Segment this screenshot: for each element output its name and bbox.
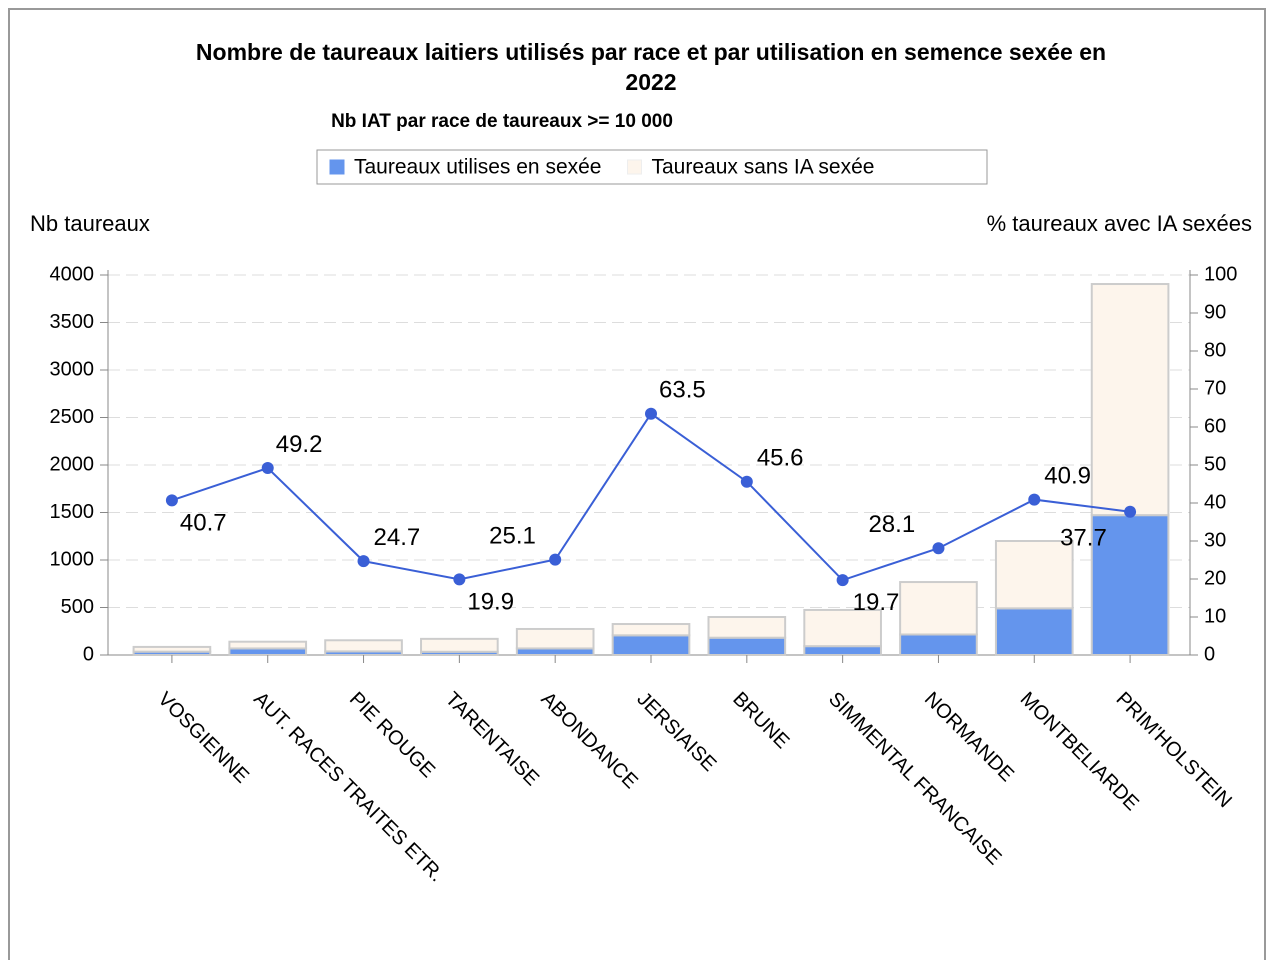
y2-tick-label: 70 <box>1204 377 1226 399</box>
line-point <box>1028 493 1041 506</box>
x-tick-label: TARENTAISE <box>441 688 543 790</box>
line-point <box>357 555 370 568</box>
data-label: 28.1 <box>868 511 915 538</box>
chart-title: Nombre de taureaux laitiers utilisés par… <box>196 39 1106 95</box>
bar-segment <box>707 636 787 657</box>
line-point <box>645 407 657 420</box>
data-label: 37.7 <box>1060 525 1107 552</box>
y2-tick-label: 80 <box>1204 339 1226 361</box>
data-label: 40.7 <box>180 509 227 536</box>
y-tick-label: 3500 <box>50 311 95 333</box>
y2-tick-label: 0 <box>1204 643 1215 665</box>
y-tick-label: 500 <box>61 596 94 618</box>
x-tick-label: SIMMENTAL FRANCAISE <box>824 688 1005 869</box>
legend <box>316 149 988 185</box>
y2-tick-label: 90 <box>1204 301 1226 323</box>
bar-segment <box>994 607 1074 656</box>
data-label: 63.5 <box>659 377 706 404</box>
data-label: 24.7 <box>374 524 421 551</box>
bar-segment <box>994 540 1074 610</box>
x-tick-label: BRUNE <box>728 688 793 753</box>
y2-tick-label: 40 <box>1204 491 1226 513</box>
bar-segment <box>899 633 978 656</box>
bar-segment <box>515 627 595 650</box>
y-tick-label: 2000 <box>50 453 95 475</box>
data-label: 19.7 <box>853 589 900 616</box>
x-tick-label: VOSGIENNE <box>153 688 253 788</box>
legend-swatch <box>626 159 642 175</box>
bar-segment <box>803 645 882 656</box>
data-label: 49.2 <box>276 431 323 458</box>
frame <box>8 8 1266 965</box>
y-axis-label: Nb taureaux <box>30 211 150 236</box>
y-tick-label: 1000 <box>50 548 95 570</box>
legend-label: Taureaux utilises en sexée <box>354 156 601 179</box>
bar-segment <box>324 639 403 653</box>
chart-subtitle: Nb IAT par race de taureaux >= 10 000 <box>331 111 673 132</box>
bar-segment <box>707 616 787 639</box>
legend-label: Taureaux sans IA sexée <box>651 156 874 179</box>
data-label: 45.6 <box>757 445 804 472</box>
line-point <box>836 574 849 587</box>
y2-tick-label: 50 <box>1204 453 1226 475</box>
x-tick-label: ABONDANCE <box>537 688 642 793</box>
y-tick-label: 3000 <box>50 358 95 380</box>
bar-segment <box>132 645 212 653</box>
y2-tick-label: 30 <box>1204 529 1226 551</box>
bar-segment <box>228 640 308 650</box>
line-point <box>932 542 945 555</box>
y-tick-label: 2500 <box>50 406 95 428</box>
bar-segment <box>611 634 691 657</box>
y2-tick-label: 10 <box>1204 605 1226 627</box>
bar-segment <box>611 623 691 637</box>
y2-tick-label: 60 <box>1204 415 1226 437</box>
line-point <box>740 475 753 488</box>
data-label: 19.9 <box>467 588 514 615</box>
x-tick-label: JERSIAISE <box>632 688 720 776</box>
line-point <box>261 462 274 475</box>
data-label: 40.9 <box>1044 463 1091 490</box>
y2-axis-label: % taureaux avec IA sexées <box>987 211 1252 236</box>
y2-tick-label: 100 <box>1204 263 1237 285</box>
x-tick-label: NORMANDE <box>920 688 1018 786</box>
data-label: 25.1 <box>489 523 536 550</box>
y-tick-label: 1500 <box>50 501 95 523</box>
line-point <box>549 553 562 566</box>
line-point <box>165 494 178 507</box>
x-tick-label: PIE ROUGE <box>345 688 439 782</box>
line-point <box>453 573 466 586</box>
bar-segment <box>420 637 499 653</box>
bar-segment <box>803 608 882 648</box>
bar-segment <box>1090 283 1170 517</box>
y-tick-label: 4000 <box>50 263 95 285</box>
legend-swatch <box>329 159 345 175</box>
y2-tick-label: 20 <box>1204 567 1226 589</box>
bar-segment <box>899 581 978 636</box>
line-point <box>1124 505 1137 518</box>
y-tick-label: 0 <box>83 643 94 665</box>
x-tick-label: AUT. RACES TRAITES ETR. <box>249 688 447 886</box>
